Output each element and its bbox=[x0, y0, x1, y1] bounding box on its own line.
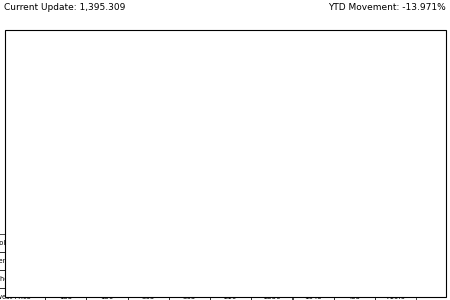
Bar bbox=[341, 205, 363, 216]
Text: LUCAS STOCK INDEX WEEKLY: LUCAS STOCK INDEX WEEKLY bbox=[115, 43, 346, 56]
Bar bbox=[260, 201, 282, 216]
Text: YTD Movement: -13.971%: YTD Movement: -13.971% bbox=[328, 3, 446, 12]
Bar bbox=[220, 153, 242, 216]
Text: Current Update: 1,395.309: Current Update: 1,395.309 bbox=[4, 3, 126, 12]
Bar bbox=[381, 214, 403, 216]
Text: (12/11/2023): (12/11/2023) bbox=[183, 61, 279, 74]
Bar bbox=[99, 209, 121, 216]
Bar bbox=[58, 85, 80, 216]
